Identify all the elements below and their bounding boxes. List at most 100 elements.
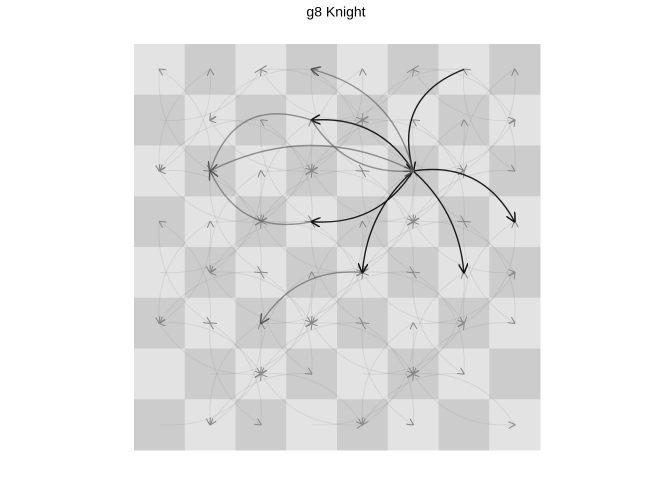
faint-move <box>413 373 516 425</box>
faint-move <box>210 171 262 273</box>
square <box>337 348 389 400</box>
knight-move <box>210 171 312 226</box>
faint-move <box>463 69 515 172</box>
faint-move <box>311 374 414 426</box>
square <box>134 348 186 400</box>
faint-move <box>362 171 415 273</box>
faint-move <box>413 120 515 172</box>
faint-move <box>413 69 516 121</box>
faint-move <box>158 69 210 171</box>
faint-move <box>413 120 465 222</box>
faint-move <box>210 68 312 120</box>
faint-move <box>362 220 464 272</box>
faint-move <box>312 271 414 323</box>
faint-move <box>261 373 363 425</box>
faint-move <box>462 221 514 324</box>
faint-move <box>463 221 515 324</box>
faint-move <box>159 222 210 324</box>
faint-move <box>261 322 363 374</box>
faint-move <box>209 171 261 273</box>
faint-move <box>362 323 464 375</box>
square <box>184 348 236 400</box>
faint-move <box>158 170 261 222</box>
faint-move <box>159 222 261 274</box>
faint-move <box>362 322 414 425</box>
faint-move <box>260 272 363 325</box>
faint-move <box>413 169 515 221</box>
faint-move <box>159 323 262 375</box>
faint-move <box>210 322 262 425</box>
faint-move <box>463 68 515 171</box>
faint-move <box>412 120 464 222</box>
faint-move <box>158 322 261 374</box>
faint-move <box>209 323 261 426</box>
faint-move <box>412 69 515 120</box>
faint-move <box>259 272 311 374</box>
faint-move <box>210 170 262 273</box>
faint-move <box>209 119 312 171</box>
knight-move <box>312 120 414 172</box>
faint-move <box>312 119 414 171</box>
faint-move <box>260 120 312 223</box>
knight-move <box>209 144 413 171</box>
faint-move <box>462 69 514 171</box>
faint-move <box>159 271 261 323</box>
faint-move <box>261 272 313 374</box>
square <box>489 348 541 400</box>
faint-move <box>159 119 261 171</box>
faint-move <box>210 323 262 425</box>
faint-move <box>210 272 313 324</box>
faint-move <box>310 221 362 324</box>
faint-move <box>464 69 516 171</box>
faint-move <box>210 323 312 375</box>
faint-move <box>412 272 464 374</box>
faint-move <box>412 272 464 375</box>
knight-move <box>210 113 312 171</box>
faint-move <box>412 373 515 425</box>
faint-move <box>260 373 363 425</box>
faint-move <box>412 221 515 273</box>
faint-move <box>311 222 363 324</box>
faint-move <box>311 322 414 374</box>
faint-move <box>362 120 465 172</box>
faint-move <box>413 272 465 374</box>
knight-move <box>412 170 464 273</box>
faint-move <box>413 271 465 374</box>
faint-move <box>261 169 363 221</box>
faint-move <box>260 119 312 222</box>
faint-move <box>312 170 414 222</box>
faint-move <box>159 68 211 171</box>
faint-move <box>210 220 312 272</box>
square <box>286 399 338 451</box>
faint-move <box>210 372 312 424</box>
arrows <box>159 69 515 425</box>
faint-move <box>312 323 414 375</box>
faint-move <box>463 222 515 324</box>
faint-move <box>464 222 516 324</box>
faint-move <box>210 120 313 172</box>
faint-move <box>260 69 363 120</box>
faint-move <box>210 171 312 223</box>
knight-move <box>409 68 465 171</box>
faint-move <box>362 272 465 324</box>
faint-move <box>311 221 363 324</box>
faint-move <box>412 120 464 223</box>
faint-move <box>311 170 414 222</box>
faint-move <box>312 69 364 171</box>
faint-move <box>259 120 311 222</box>
faint-move <box>312 222 364 324</box>
knight-move <box>413 168 515 221</box>
faint-move <box>361 323 413 425</box>
faint-move <box>413 119 465 222</box>
faint-move <box>413 221 516 273</box>
faint-move <box>413 272 515 325</box>
faint-move <box>362 323 415 425</box>
faint-move <box>310 69 362 171</box>
faint-move <box>311 69 363 172</box>
board <box>134 44 541 451</box>
knight-move <box>261 271 363 323</box>
faint-move <box>260 271 312 374</box>
faint-move <box>260 272 312 375</box>
faint-move <box>362 171 413 273</box>
